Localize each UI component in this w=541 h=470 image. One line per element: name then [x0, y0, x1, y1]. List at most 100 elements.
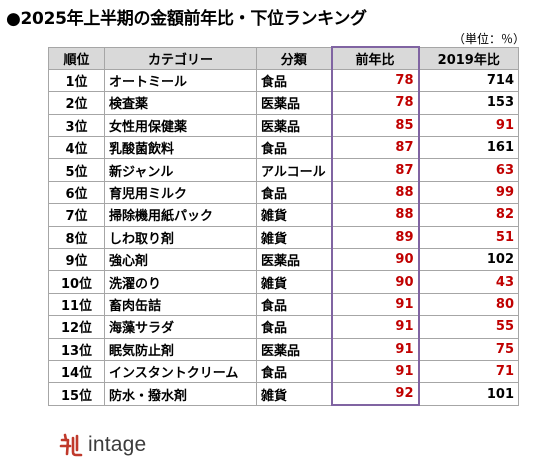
cell-yoy: 91: [330, 337, 420, 361]
cell-type: 医薬品: [256, 91, 332, 115]
cell-vs2019: 51: [418, 225, 519, 250]
table-row: 12位 海藻サラダ 食品 91 55: [48, 315, 519, 339]
cell-category: 眠気防止剤: [104, 337, 257, 361]
cell-type: 医薬品: [256, 337, 332, 361]
cell-type: 雑貨: [256, 225, 332, 250]
table-row: 7位 掃除機用紙パック 雑貨 88 82: [48, 203, 519, 227]
cell-type: 食品: [256, 68, 332, 93]
cell-yoy: 91: [330, 359, 420, 384]
header-vs2019: 2019年比: [418, 46, 519, 70]
cell-yoy: 88: [330, 203, 420, 227]
table-row: 10位 洗濯のり 雑貨 90 43: [48, 270, 519, 294]
table-row: 14位 インスタントクリーム 食品 91 71: [48, 359, 519, 384]
table-row: 15位 防水・撥水剤 雑貨 92 101: [48, 382, 519, 407]
cell-category: 洗濯のり: [104, 270, 257, 294]
cell-rank: 1位: [48, 68, 105, 93]
cell-type: アルコール: [256, 158, 332, 182]
cell-type: 食品: [256, 315, 332, 339]
cell-rank: 8位: [48, 225, 105, 250]
cell-type: 雑貨: [256, 382, 332, 406]
cell-rank: 12位: [48, 315, 105, 339]
cell-category: 掃除機用紙パック: [104, 203, 257, 227]
table-row: 3位 女性用保健薬 医薬品 85 91: [48, 113, 519, 138]
cell-rank: 10位: [48, 270, 105, 294]
header-rank: 順位: [48, 46, 105, 70]
table-row: 2位 検査薬 医薬品 78 153: [48, 91, 519, 115]
cell-category: 海藻サラダ: [104, 315, 257, 339]
cell-rank: 4位: [48, 136, 105, 160]
table-row: 1位 オートミール 食品 78 714: [48, 68, 519, 93]
cell-rank: 6位: [48, 180, 105, 205]
cell-vs2019: 714: [418, 68, 519, 93]
cell-rank: 2位: [48, 91, 105, 115]
table-row: 5位 新ジャンル アルコール 87 63: [48, 158, 519, 182]
cell-rank: 14位: [48, 359, 105, 384]
cell-vs2019: 71: [418, 359, 519, 384]
cell-category: 強心剤: [104, 248, 257, 272]
cell-category: 育児用ミルク: [104, 180, 257, 205]
header-yoy: 前年比: [330, 45, 420, 70]
cell-vs2019: 153: [418, 91, 519, 115]
cell-category: 検査薬: [104, 91, 257, 115]
cell-yoy: 88: [330, 180, 420, 205]
cell-category: しわ取り剤: [104, 225, 257, 250]
table-row: 13位 眠気防止剤 医薬品 91 75: [48, 337, 519, 361]
table-row: 6位 育児用ミルク 食品 88 99: [48, 180, 519, 205]
cell-yoy: 89: [330, 225, 420, 250]
table-header-row: 順位 カテゴリー 分類 前年比 2019年比: [48, 45, 519, 70]
cell-type: 食品: [256, 359, 332, 384]
cell-yoy: 92: [330, 382, 420, 407]
cell-yoy: 78: [330, 91, 420, 115]
table-row: 9位 強心剤 医薬品 90 102: [48, 248, 519, 272]
header-category: カテゴリー: [104, 46, 257, 70]
cell-type: 食品: [256, 180, 332, 205]
cell-rank: 15位: [48, 382, 105, 406]
intage-logo: intage: [58, 432, 146, 458]
cell-category: 乳酸菌飲料: [104, 136, 257, 160]
table-row: 4位 乳酸菌飲料 食品 87 161: [48, 136, 519, 160]
cell-type: 雑貨: [256, 270, 332, 294]
cell-vs2019: 55: [418, 315, 519, 339]
cell-category: 防水・撥水剤: [104, 382, 257, 406]
ranking-table: 順位 カテゴリー 分類 前年比 2019年比 1位 オートミール 食品 78 714 2位…: [48, 45, 519, 407]
cell-rank: 3位: [48, 113, 105, 138]
cell-vs2019: 101: [418, 382, 519, 406]
cell-vs2019: 75: [418, 337, 519, 361]
table-row: 8位 しわ取り剤 雑貨 89 51: [48, 225, 519, 250]
cell-rank: 13位: [48, 337, 105, 361]
cell-vs2019: 99: [418, 180, 519, 205]
page-title: ●2025年上半期の金額前年比・下位ランキング: [6, 9, 367, 29]
cell-yoy: 78: [330, 68, 420, 93]
cell-vs2019: 91: [418, 113, 519, 138]
cell-vs2019: 161: [418, 136, 519, 160]
cell-rank: 5位: [48, 158, 105, 182]
cell-category: 新ジャンル: [104, 158, 257, 182]
cell-vs2019: 63: [418, 158, 519, 182]
cell-rank: 7位: [48, 203, 105, 227]
cell-rank: 9位: [48, 248, 105, 272]
cell-type: 医薬品: [256, 248, 332, 272]
cell-yoy: 87: [330, 136, 420, 160]
cell-yoy: 90: [330, 270, 420, 294]
header-type: 分類: [256, 46, 332, 70]
cell-type: 食品: [256, 292, 332, 317]
table-row: 11位 畜肉缶詰 食品 91 80: [48, 292, 519, 317]
cell-yoy: 90: [330, 248, 420, 272]
cell-yoy: 91: [330, 315, 420, 339]
cell-yoy: 87: [330, 158, 420, 182]
cell-type: 医薬品: [256, 113, 332, 138]
cell-category: オートミール: [104, 68, 257, 93]
unit-note: （単位：％）: [452, 32, 525, 46]
cell-vs2019: 43: [418, 270, 519, 294]
cell-category: 女性用保健薬: [104, 113, 257, 138]
cell-type: 食品: [256, 136, 332, 160]
intage-logo-icon: [59, 433, 83, 457]
table-body: 1位 オートミール 食品 78 714 2位 検査薬 医薬品 78 153 3位 女性用保健薬 医薬品 8…: [48, 68, 519, 407]
cell-rank: 11位: [48, 292, 105, 317]
cell-yoy: 85: [330, 113, 420, 138]
cell-category: インスタントクリーム: [104, 359, 257, 384]
cell-yoy: 91: [330, 292, 420, 317]
cell-vs2019: 102: [418, 248, 519, 272]
cell-type: 雑貨: [256, 203, 332, 227]
cell-vs2019: 80: [418, 292, 519, 317]
